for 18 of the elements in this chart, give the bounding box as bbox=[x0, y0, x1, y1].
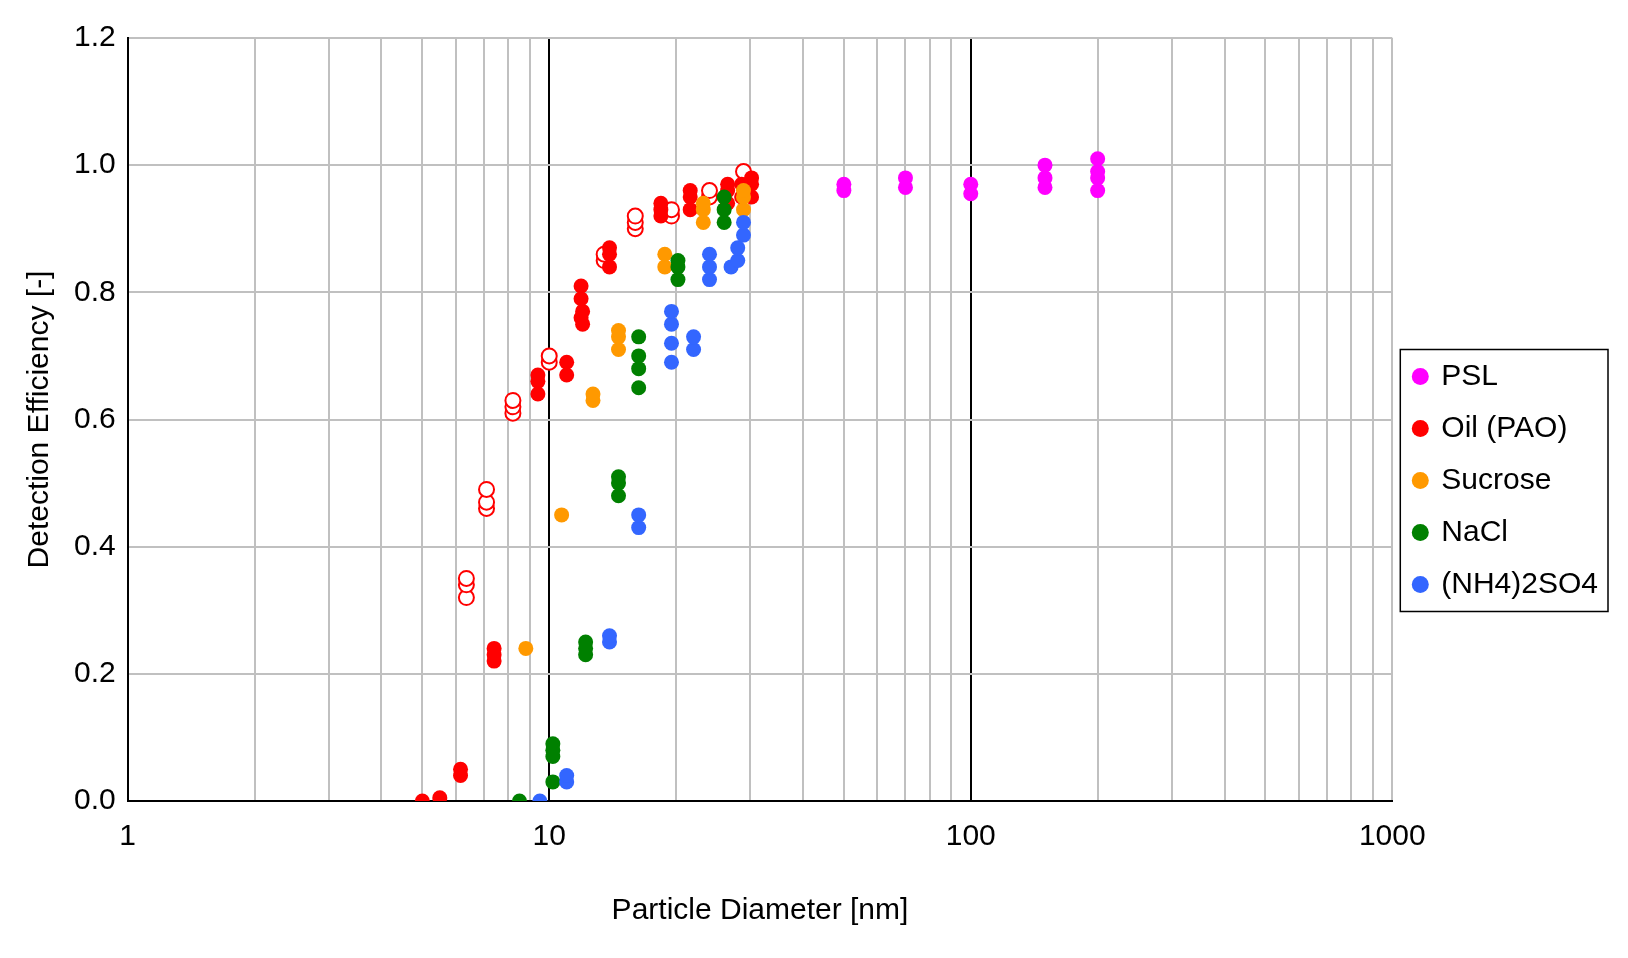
x-tick-label: 1 bbox=[119, 818, 137, 852]
y-tick-label: 0.2 bbox=[73, 655, 116, 689]
y-tick-label: 0.4 bbox=[73, 527, 116, 561]
y-tick-label: 0.6 bbox=[73, 400, 116, 434]
y-tick-label: 1.2 bbox=[73, 19, 116, 53]
y-tick-label: 0.8 bbox=[73, 273, 116, 307]
y-axis-title: Detection Efficiency [-] bbox=[21, 270, 55, 569]
legend-label: (NH4)2SO4 bbox=[1441, 565, 1599, 599]
y-tick-label: 1.0 bbox=[73, 146, 116, 180]
x-tick-label: 1000 bbox=[1358, 818, 1426, 852]
legend-label: PSL bbox=[1441, 357, 1499, 391]
legend-label: NaCl bbox=[1441, 513, 1508, 547]
x-tick-label: 100 bbox=[945, 818, 996, 852]
legend-label: Oil (PAO) bbox=[1441, 409, 1568, 443]
x-axis-title: Particle Diameter [nm] bbox=[611, 892, 909, 926]
y-tick-label: 0.0 bbox=[73, 782, 116, 816]
x-tick-label: 10 bbox=[532, 818, 566, 852]
legend-label: Sucrose bbox=[1441, 461, 1552, 495]
